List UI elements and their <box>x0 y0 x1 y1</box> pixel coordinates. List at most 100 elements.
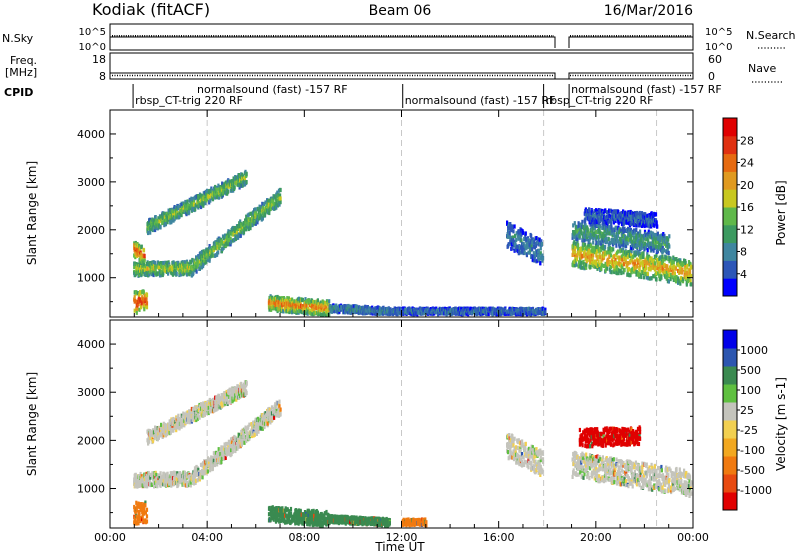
heatmap-cell <box>514 224 516 228</box>
heatmap-cell <box>234 185 236 189</box>
heatmap-cell <box>615 244 617 248</box>
heatmap-cell <box>140 305 142 309</box>
heatmap-cell <box>654 261 656 265</box>
heatmap-cell <box>610 253 612 257</box>
ytick-label: 3000 <box>77 176 105 189</box>
heatmap-cell <box>612 247 614 251</box>
heatmap-cell <box>135 473 137 477</box>
heatmap-cell <box>293 299 295 303</box>
heatmap-cell <box>246 180 248 184</box>
heatmap-cell <box>230 236 232 240</box>
heatmap-cell <box>670 277 672 281</box>
heatmap-cell <box>656 220 658 224</box>
heatmap-cell <box>601 263 603 267</box>
heatmap-cell <box>588 208 590 212</box>
heatmap-cell <box>647 248 649 252</box>
heatmap-cell <box>146 293 148 297</box>
heatmap-cell <box>660 276 662 280</box>
ytick-label: 2000 <box>77 224 105 237</box>
heatmap-cell <box>317 298 319 302</box>
heatmap-cell <box>668 244 670 248</box>
nsky-tick-bottom: 10^0 <box>79 42 106 53</box>
heatmap-cell <box>581 220 583 224</box>
heatmap-cell <box>639 230 641 234</box>
date-title: 16/Mar/2016 <box>604 3 693 19</box>
heatmap-cell <box>656 224 658 228</box>
heatmap-cell <box>608 237 610 241</box>
nsearch-tick-bottom: 10^0 <box>705 42 732 53</box>
ytick-label: 1000 <box>77 272 105 285</box>
heatmap-cell <box>582 247 584 251</box>
heatmap-cell <box>675 267 677 271</box>
nsky-trace-1 <box>110 37 555 48</box>
heatmap-cell <box>146 305 148 309</box>
heatmap-cell <box>604 245 606 249</box>
freq-panel: Freq. [MHz] 18 8 60 0 Nave <box>5 53 784 83</box>
heatmap-cell <box>159 225 161 229</box>
heatmap-cell <box>642 255 644 259</box>
beam-title: Beam 06 <box>369 3 432 19</box>
heatmap-cell <box>538 249 540 253</box>
heatmap-cell <box>617 249 619 253</box>
heatmap-cell <box>520 238 522 242</box>
heatmap-cell <box>658 242 660 246</box>
heatmap-cell <box>623 227 625 231</box>
heatmap-cell <box>134 295 136 299</box>
heatmap-cell <box>170 220 172 224</box>
freq-tick-top: 18 <box>92 53 106 66</box>
heatmap-cell <box>522 231 524 235</box>
heatmap-cell <box>149 231 151 235</box>
heatmap-cell <box>574 221 576 225</box>
cpid-segment-label: normalsound (fast) -157 RF <box>571 83 722 96</box>
heatmap-cell <box>599 255 601 259</box>
heatmap-cell <box>645 265 647 269</box>
heatmap-cell <box>188 210 190 214</box>
heatmap-cell <box>512 229 514 233</box>
heatmap-cell <box>314 300 316 304</box>
heatmap-cell <box>144 259 146 263</box>
heatmap-cell <box>642 251 644 255</box>
cpid-segment-label: normalsound (fast) -157 RF <box>197 83 348 96</box>
heatmap-cell <box>575 263 577 267</box>
heatmap-cell <box>155 219 157 223</box>
heatmap-cell <box>525 231 527 235</box>
heatmap-cell <box>635 228 637 232</box>
heatmap-cell <box>690 265 692 269</box>
heatmap-cell <box>625 257 627 261</box>
heatmap-cell <box>606 267 608 271</box>
heatmap-cell <box>599 224 601 228</box>
heatmap-cell <box>674 271 676 275</box>
nsearch-label: N.Search <box>746 29 796 42</box>
heatmap-cell <box>624 268 626 272</box>
nsearch-tick-top: 10^5 <box>705 27 732 38</box>
heatmap-cell <box>589 265 591 269</box>
heatmap-cell <box>147 267 149 271</box>
heatmap-cell <box>542 256 544 260</box>
freq-tick-bottom: 8 <box>99 70 106 83</box>
heatmap-cell <box>681 267 683 271</box>
radar-title: Kodiak (fitACF) <box>92 0 210 19</box>
heatmap-cell <box>184 260 186 264</box>
heatmap-cell <box>163 212 165 216</box>
heatmap-cell <box>216 188 218 192</box>
freq-unit-label: [MHz] <box>5 66 37 79</box>
heatmap-cell <box>196 270 198 274</box>
heatmap-cell <box>541 242 543 246</box>
heatmap-cell <box>176 272 178 276</box>
heatmap-cell <box>611 270 613 274</box>
heatmap-cell <box>665 256 667 260</box>
heatmap-cell <box>620 271 622 275</box>
heatmap-cell <box>579 234 581 238</box>
heatmap-cell <box>328 299 330 303</box>
heatmap-cell <box>686 264 688 268</box>
heatmap-cell <box>145 297 147 301</box>
heatmap-cell <box>592 240 594 244</box>
heatmap-cell <box>136 311 138 315</box>
heatmap-cell <box>143 248 145 252</box>
heatmap-cell <box>576 257 578 261</box>
heatmap-cell <box>655 277 657 281</box>
